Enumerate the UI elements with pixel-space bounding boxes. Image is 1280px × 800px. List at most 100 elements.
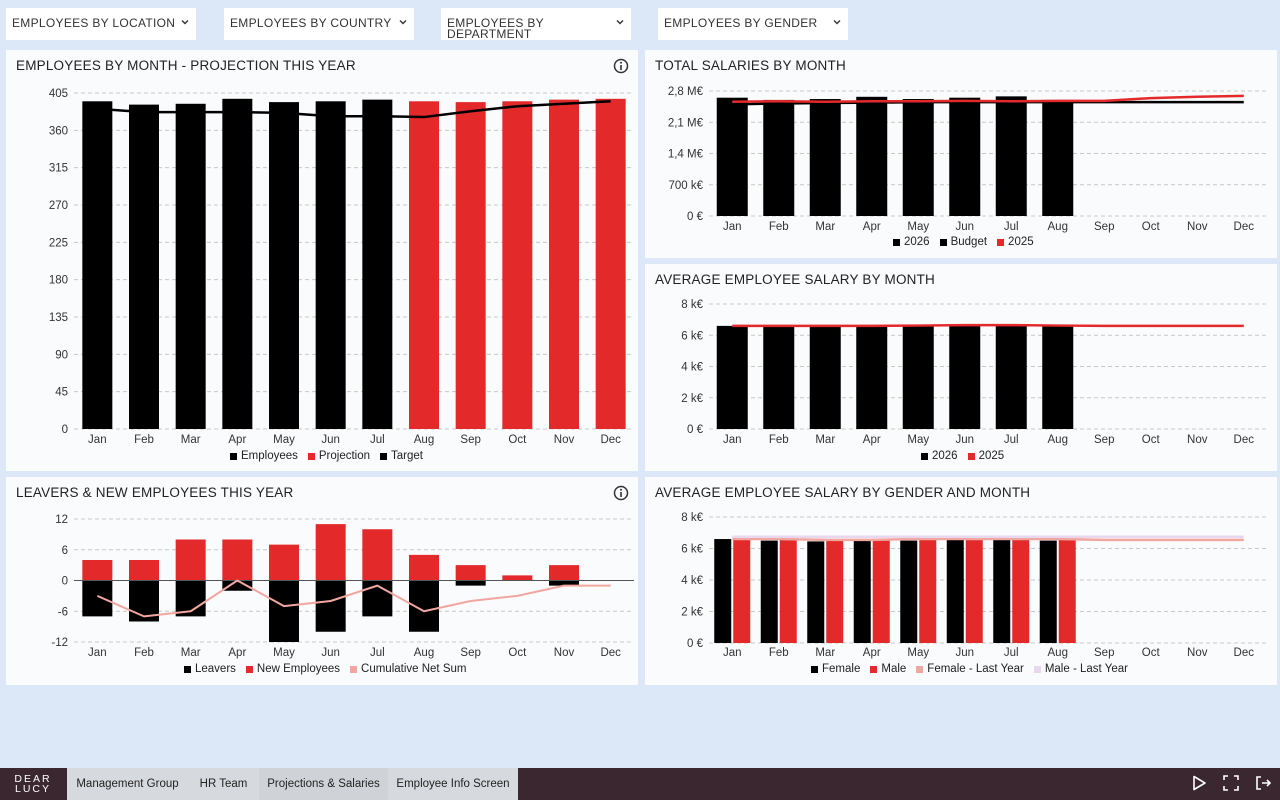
x-tick-label: Apr	[863, 647, 881, 659]
x-tick-label: Jun	[321, 434, 340, 446]
bar-male	[733, 539, 751, 643]
x-tick-label: Dec	[1234, 434, 1255, 446]
panel-title: TOTAL SALARIES BY MONTH	[655, 58, 846, 73]
legend-item-cumulative-net-sum[interactable]: Cumulative Net Sum	[350, 663, 466, 675]
bar-male	[1012, 539, 1030, 643]
bar-female	[1039, 540, 1057, 643]
line-2025	[732, 323, 1244, 328]
bottom-navigation-bar: DEAR LUCY Management Group HR Team Proje…	[0, 768, 1280, 800]
legend-item-female-last-year[interactable]: Female - Last Year	[916, 663, 1024, 675]
legend-swatch	[230, 452, 237, 460]
line-2025	[732, 94, 1244, 103]
legend-label: Female - Last Year	[927, 663, 1024, 675]
legend-item-2026[interactable]: 2026	[893, 236, 930, 248]
average-salary-chart: 0 € 2 k€ 4 k€ 6 k€ 8 k€ Jan Feb Mar Apr May Jun Jul…	[681, 299, 1267, 446]
bar-2026	[809, 326, 841, 429]
x-tick-label: Oct	[508, 434, 527, 446]
bar-2026	[995, 325, 1027, 429]
play-icon[interactable]	[1190, 774, 1208, 792]
panel-title: AVERAGE EMPLOYEE SALARY BY GENDER AND MO…	[655, 485, 1031, 500]
legend-item-2025[interactable]: 2025	[967, 450, 1004, 462]
bar-leavers	[222, 580, 253, 591]
legend-swatch	[997, 238, 1005, 246]
legend-item-2026[interactable]: 2026	[921, 450, 958, 462]
filter-employees-by-department[interactable]: EMPLOYEES BY DEPARTMENT	[441, 8, 631, 40]
bar-new-employees	[269, 544, 299, 581]
y-tick-label: 2 k€	[681, 607, 703, 619]
tab-employee-info-screen[interactable]: Employee Info Screen	[388, 768, 518, 800]
x-tick-label: Dec	[600, 434, 621, 446]
legend-label: Cumulative Net Sum	[361, 663, 467, 675]
bar-projection	[549, 99, 579, 430]
y-tick-label: 45	[55, 387, 68, 399]
legend-item-projection[interactable]: Projection	[307, 450, 370, 462]
info-icon[interactable]	[613, 485, 629, 501]
bar-new-employees	[409, 554, 439, 581]
y-tick-label: 2,1 M€	[668, 117, 704, 129]
y-tick-label: 0	[62, 576, 68, 588]
bar-2026	[902, 99, 934, 216]
x-tick-label: Oct	[508, 647, 527, 659]
line-cumulative-net-sum	[96, 579, 611, 618]
bar-2026	[856, 96, 888, 216]
bar-male	[919, 539, 937, 643]
bar-female	[760, 540, 778, 643]
tab-label: HR Team	[199, 778, 248, 790]
y-tick-label: 180	[49, 275, 68, 287]
legend-item-female[interactable]: Female	[811, 663, 860, 675]
bar-employees	[129, 104, 159, 430]
x-tick-label: Mar	[815, 647, 835, 659]
x-tick-label: Dec	[600, 647, 621, 659]
legend-swatch	[916, 665, 924, 673]
bar-leavers	[455, 580, 486, 586]
bar-2026	[716, 325, 748, 429]
exit-icon[interactable]	[1254, 774, 1272, 792]
x-tick-label: Jul	[370, 647, 385, 659]
filter-employees-by-gender[interactable]: EMPLOYEES BY GENDER	[658, 8, 848, 40]
legend-swatch	[307, 452, 315, 460]
legend-item-male-last-year[interactable]: Male - Last Year	[1033, 663, 1128, 675]
x-tick-label: Apr	[863, 221, 881, 233]
legend-label: Female	[822, 663, 861, 675]
bar-new-employees	[549, 565, 579, 581]
line-target	[97, 100, 611, 119]
legend-item-target[interactable]: Target	[380, 450, 423, 462]
info-icon[interactable]	[613, 58, 629, 74]
y-tick-label: 0 €	[687, 424, 704, 436]
fullscreen-icon[interactable]	[1222, 774, 1240, 792]
x-tick-label: May	[907, 221, 929, 233]
bar-male	[826, 539, 844, 643]
bar-2026	[763, 99, 795, 216]
x-tick-label: Apr	[863, 434, 881, 446]
x-tick-label: Jun	[955, 647, 974, 659]
filter-employees-by-location[interactable]: EMPLOYEES BY LOCATION	[6, 8, 196, 40]
x-tick-label: Dec	[1234, 647, 1255, 659]
bar-leavers	[315, 580, 346, 632]
playback-controls	[1190, 774, 1272, 792]
legend-swatch	[245, 665, 253, 673]
legend-item-male[interactable]: Male	[870, 663, 906, 675]
bar-female	[807, 541, 825, 643]
bar-2026	[809, 99, 841, 216]
legend-item-2025[interactable]: 2025	[997, 236, 1034, 248]
bar-male	[965, 539, 983, 643]
tab-projections-salaries[interactable]: Projections & Salaries	[259, 768, 388, 800]
legend-item-budget[interactable]: Budget	[939, 236, 987, 248]
x-tick-label: Jan	[723, 434, 742, 446]
legend-item-employees[interactable]: Employees	[230, 450, 298, 462]
bar-new-employees	[175, 539, 206, 581]
chart-legend: 2026 2025	[921, 450, 1004, 462]
tab-hr-team[interactable]: HR Team	[188, 768, 259, 800]
filter-employees-by-country[interactable]: EMPLOYEES BY COUNTRY	[224, 8, 414, 40]
bar-2026	[902, 325, 934, 429]
filter-bar: EMPLOYEES BY LOCATION EMPLOYEES BY COUNT…	[0, 0, 1280, 44]
x-tick-label: May	[907, 434, 929, 446]
tab-management-group[interactable]: Management Group	[67, 768, 188, 800]
legend-item-leavers[interactable]: Leavers	[184, 663, 236, 675]
x-tick-label: Dec	[1234, 221, 1255, 233]
x-tick-label: Oct	[1142, 647, 1161, 659]
x-tick-label: Feb	[769, 434, 789, 446]
x-tick-label: Jun	[955, 434, 974, 446]
legend-item-new-employees[interactable]: New Employees	[245, 663, 340, 675]
legend-label: 2026	[932, 450, 958, 462]
